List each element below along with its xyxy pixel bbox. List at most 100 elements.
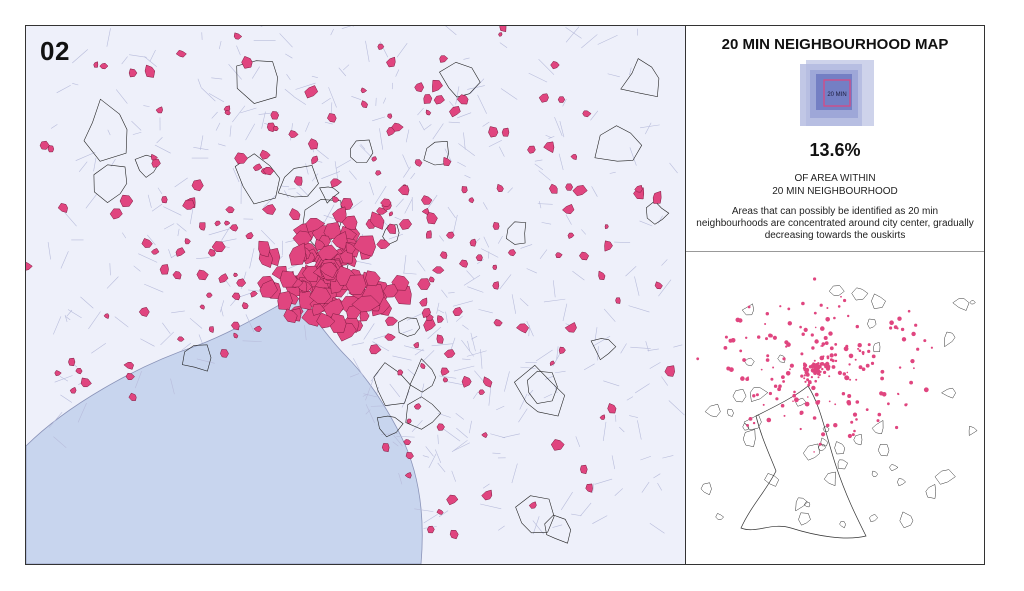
urban-grid-line [628,305,650,313]
urban-grid-line [482,202,488,210]
urban-grid-line [518,408,528,423]
urban-grid-line [249,248,255,269]
urban-grid-line [217,143,226,147]
suburb-outline [505,221,527,245]
suburb-outline [514,364,566,417]
neighbourhood-area [496,183,504,193]
urban-grid-line [261,111,266,129]
suburb-outline [439,61,481,98]
urban-grid-line [565,26,580,43]
neighbourhood-area [382,283,399,298]
neighbourhood-area [377,43,385,50]
urban-grid-line [374,185,387,205]
urban-grid-line [349,170,357,180]
neighbourhood-area [236,278,247,287]
urban-grid-line [414,508,434,512]
urban-grid-line [425,446,434,457]
urban-grid-line [373,335,387,340]
neighbourhood-area [488,126,499,138]
overview-neighbourhood [814,364,818,368]
urban-grid-line [198,334,203,344]
overview-neighbourhood [829,358,833,362]
urban-grid-line [423,514,438,524]
neighbourhood-area [433,95,445,105]
overview-neighbourhood [800,374,804,378]
urban-grid-line [77,402,87,423]
urban-grid-line [556,346,559,360]
overview-neighbourhood [847,433,852,439]
suburb-outline [83,98,128,162]
urban-grid-line [538,170,551,181]
neighbourhood-area [277,291,293,311]
urban-grid-line [149,49,156,62]
overview-neighbourhood [842,372,846,376]
neighbourhood-area [452,307,463,316]
urban-grid-line [196,257,210,259]
overview-outline [897,478,906,487]
figure-number: 02 [40,36,70,66]
urban-grid-line [305,163,309,175]
overview-neighbourhood [879,391,884,396]
neighbourhood-area [304,85,319,99]
overview-neighbourhood [762,403,765,406]
urban-grid-line [526,320,534,337]
urban-grid-line [592,483,595,494]
urban-grid-line [467,340,471,352]
urban-grid-line [162,322,171,334]
urban-grid-line [200,87,216,102]
overview-outline [867,318,877,329]
overview-neighbourhood [824,341,829,345]
urban-grid-line [330,28,334,36]
overview-outline [795,497,808,512]
neighbourhood-area [175,247,186,257]
overview-neighbourhood [880,376,884,381]
urban-grid-line [519,298,529,307]
urban-grid-line [64,314,68,322]
urban-grid-line [649,362,661,369]
urban-grid-line [163,206,182,216]
overview-neighbourhood [778,384,782,388]
urban-grid-line [528,325,530,337]
urban-grid-line [543,298,566,303]
neighbourhood-area [109,208,123,220]
overview-neighbourhood [900,327,905,332]
urban-grid-line [594,327,598,342]
neighbourhood-area [150,153,158,161]
neighbourhood-area [161,196,168,204]
urban-grid-line [221,238,237,243]
urban-grid-line [537,203,553,205]
neighbourhood-area [443,349,456,359]
urban-grid-line [215,122,221,131]
overview-neighbourhood [814,379,817,383]
main-map[interactable]: 02 [26,26,686,564]
neighbourhood-area [75,367,83,375]
overview-neighbourhood [821,367,824,371]
urban-grid-line [47,242,51,260]
urban-grid-line [93,157,97,172]
neighbourhood-area [233,332,239,339]
urban-grid-line [393,434,403,447]
urban-grid-line [625,266,637,277]
neighbourhood-area [230,321,240,331]
overview-neighbourhood [867,349,871,353]
neighbourhood-area [233,272,239,278]
urban-grid-line [448,121,460,124]
neighbourhood-area [436,423,445,431]
urban-grid-line [500,88,518,100]
urban-grid-line [661,259,668,266]
urban-grid-line [324,121,333,125]
urban-grid-line [138,253,158,263]
urban-grid-line [619,426,625,433]
urban-grid-line [437,434,439,445]
urban-grid-line [370,372,379,382]
overview-outline [839,521,846,529]
neighbourhood-area [172,271,182,280]
overview-neighbourhood [770,377,774,381]
neighbourhood-area [442,377,449,383]
urban-grid-line [603,308,616,322]
urban-grid-line [451,470,456,482]
urban-grid-line [208,228,230,236]
overview-neighbourhood [821,342,826,346]
neighbourhood-area [437,315,444,323]
urban-grid-line [132,131,142,135]
